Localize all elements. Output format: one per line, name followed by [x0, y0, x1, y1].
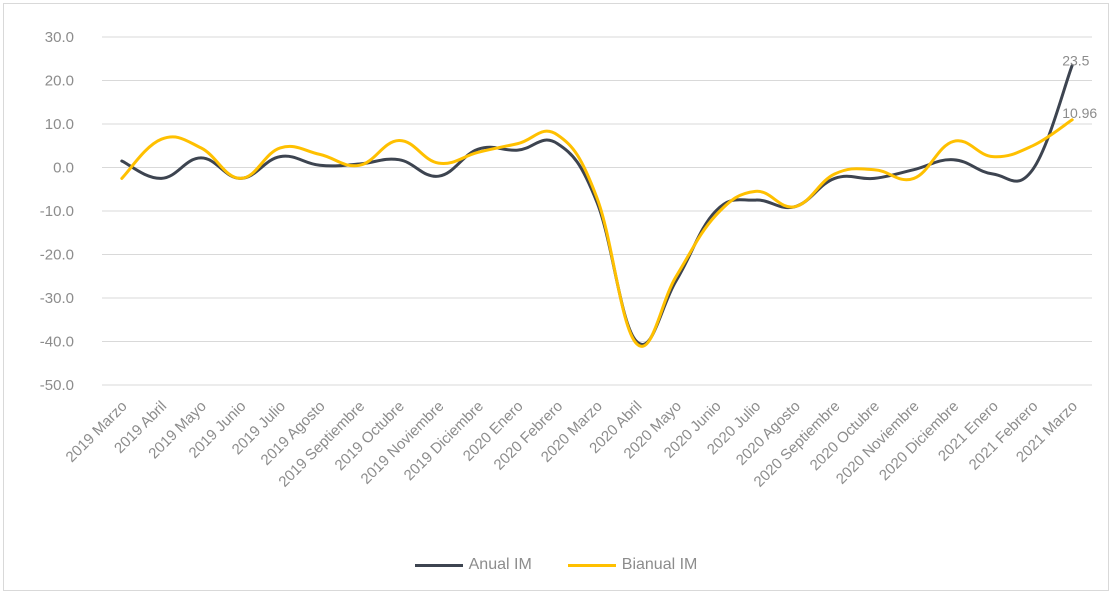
- series-line-anual-im: [122, 65, 1072, 344]
- y-tick-label: -40.0: [40, 334, 74, 351]
- legend-label-bianual: Bianual IM: [622, 556, 698, 574]
- y-tick-label: 20.0: [45, 73, 74, 90]
- legend-swatch-anual: [415, 564, 463, 567]
- data-label: 10.96: [1062, 105, 1097, 121]
- y-tick-label: -30.0: [40, 290, 74, 307]
- legend-entry-bianual: Bianual IM: [568, 556, 698, 574]
- y-tick-label: 10.0: [45, 116, 74, 133]
- y-tick-label: 30.0: [45, 29, 74, 46]
- y-axis-tick-labels: 30.0 20.0 10.0 0.0 -10.0 -20.0 -30.0 -40.0 -50.0: [40, 29, 74, 394]
- y-tick-label: -10.0: [40, 203, 74, 220]
- chart-container: 30.0 20.0 10.0 0.0 -10.0 -20.0 -30.0 -40.0 -50.0…: [3, 3, 1109, 591]
- legend: Anual IM Bianual IM: [4, 556, 1108, 574]
- data-label: 23.5: [1062, 52, 1089, 68]
- y-tick-label: -20.0: [40, 247, 74, 264]
- legend-swatch-bianual: [568, 564, 616, 567]
- gridlines: [102, 37, 1092, 385]
- data-labels: 23.5 10.96: [1062, 52, 1097, 121]
- legend-entry-anual: Anual IM: [415, 556, 532, 574]
- series-line-bianual-im: [122, 120, 1072, 347]
- line-chart: 30.0 20.0 10.0 0.0 -10.0 -20.0 -30.0 -40.0 -50.0…: [4, 4, 1110, 592]
- series-lines: [122, 65, 1072, 346]
- y-tick-label: 0.0: [53, 160, 74, 177]
- y-tick-label: -50.0: [40, 377, 74, 394]
- legend-label-anual: Anual IM: [469, 556, 532, 574]
